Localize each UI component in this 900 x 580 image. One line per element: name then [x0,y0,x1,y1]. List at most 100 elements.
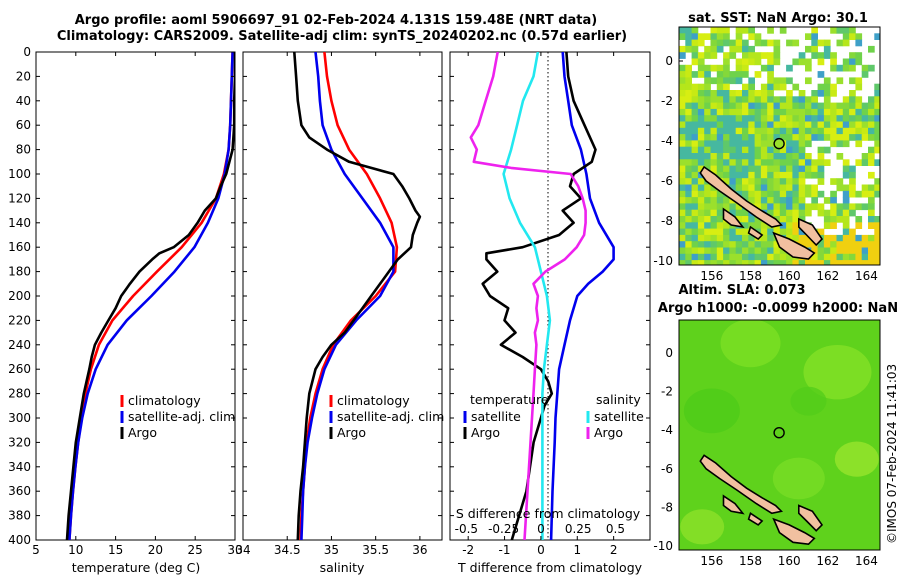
sst-cell [842,247,850,255]
sst-cell [679,228,686,236]
sst-cell [729,102,737,110]
sst-cell [786,108,793,116]
sst-cell [855,127,863,135]
sst-cell [830,134,837,141]
sst-cell [830,209,837,217]
sst-cell [760,96,768,103]
sst-cell [817,253,825,261]
sst-cell [723,27,730,34]
sst-cell [823,216,831,223]
sst-cell [697,58,705,66]
sst-cell [723,247,730,255]
sst-cell [697,197,705,204]
sst-cell [836,115,844,122]
sst-cell [742,228,749,236]
sst-cell [792,203,800,211]
sst-cell [842,184,850,192]
sst-cell [748,27,755,34]
sst-cell [874,247,880,255]
map-x-tick-label: 160 [778,269,801,283]
sst-cell [691,171,699,179]
sst-cell [685,159,692,166]
sst-cell [685,121,692,129]
sst-cell [685,83,692,91]
sst-cell [842,108,850,116]
sst-cell [767,178,774,185]
salinity-xlabel: salinity [320,560,365,575]
sst-cell [817,178,825,185]
sst-cell [710,241,718,248]
sst-cell [849,228,856,236]
sst-cell [760,134,768,141]
sst-cell [735,234,743,242]
sst-cell [685,108,692,116]
sst-cell [874,140,880,148]
sst-cell [729,96,737,103]
sst-cell [704,260,711,265]
sst-cell [735,96,743,103]
sst-cell [767,102,774,110]
sst-cell [767,27,774,34]
sst-cell [697,127,705,135]
sst-cell [748,159,755,166]
sst-cell [748,140,755,148]
sst-cell [823,146,831,154]
sst-cell [735,228,743,236]
sst-cell [823,247,831,255]
sst-cell [836,184,844,192]
series-temperature-satellite [549,52,615,540]
sst-cell [849,190,856,198]
sst-cell [773,96,781,103]
sst-cell [729,115,737,122]
sst-cell [679,140,686,148]
sst-cell [773,159,781,166]
sst-cell [767,234,774,242]
y-tick-label: 60 [16,118,31,132]
sst-cell [679,96,686,103]
sst-cell [874,121,880,129]
sst-cell [779,102,787,110]
sst-cell [830,102,837,110]
sst-cell [735,71,743,78]
sst-cell [729,165,737,173]
sst-cell [723,153,730,160]
sst-cell [767,209,774,217]
sst-cell [754,184,762,192]
sst-cell [710,253,718,261]
sst-cell [874,115,880,122]
sst-cell [729,253,737,261]
sst-cell [704,184,711,192]
sst-cell [729,146,737,154]
sst-cell [798,140,806,148]
island [699,165,783,228]
sst-cell [823,77,831,85]
sst-cell [830,216,837,223]
sst-cell [842,190,850,198]
sst-cell [855,203,863,211]
sst-cell [679,146,686,154]
sst-cell [742,190,749,198]
sst-cell [773,45,781,53]
sst-cell [710,96,718,103]
sst-cell [716,253,724,261]
sst-cell [729,108,737,116]
sst-cell [792,153,800,160]
sst-cell [830,90,837,97]
sst-cell [742,165,749,173]
sst-cell [697,253,705,261]
sst-cell [817,83,825,91]
sst-cell [868,241,875,248]
sst-cell [786,90,793,97]
sst-cell [792,83,800,91]
sst-cell [830,253,837,261]
sst-cell [754,203,762,211]
sst-cell [779,253,787,261]
sst-cell [685,39,692,47]
sst-cell [792,96,800,103]
sst-cell [817,190,825,198]
sst-cell [679,216,686,223]
sst-cell [836,121,844,129]
sst-cell [723,260,730,265]
sst-cell [754,159,762,166]
sst-map-title: sat. SST: NaN Argo: 30.1 [688,11,868,26]
